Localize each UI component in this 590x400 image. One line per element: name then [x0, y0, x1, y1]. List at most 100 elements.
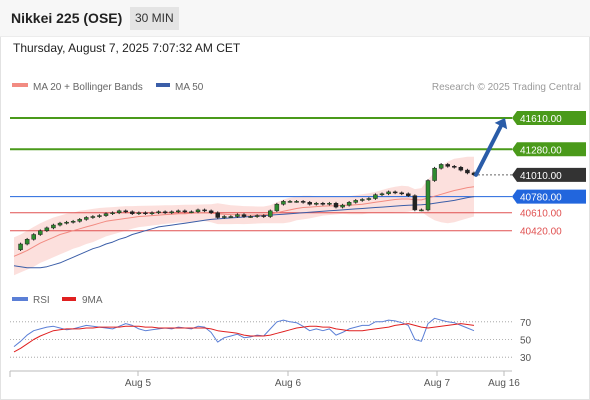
candle-down: [452, 166, 457, 168]
ma9-legend-swatch: [62, 297, 76, 301]
pivot-label: 40780.00: [520, 193, 562, 204]
timestamp: Thursday, August 7, 2025 7:07:32 AM CET: [13, 41, 241, 55]
support-2-label: 40420.00: [520, 227, 562, 238]
rsi-tick-label: 70: [520, 318, 532, 329]
pivot-tag: [512, 189, 586, 204]
candle-down: [143, 212, 148, 214]
candle-up: [419, 209, 424, 212]
candle-down: [320, 203, 326, 205]
candle-up: [373, 194, 378, 199]
current-price-tag: [512, 167, 586, 182]
candle-up: [38, 230, 43, 235]
resistance-1-label: 41280.00: [520, 145, 562, 156]
x-tick-label: Aug 16: [488, 378, 520, 389]
candle-up: [103, 213, 109, 216]
candle-up: [136, 212, 142, 214]
candle-up: [287, 201, 293, 203]
candle-up: [386, 191, 391, 195]
candle-down: [208, 210, 214, 213]
projection: [474, 118, 508, 177]
candle-down: [412, 195, 418, 211]
resistance-2-label: 41610.00: [520, 114, 562, 125]
candle-up: [44, 227, 50, 231]
rsi-tick-label: 50: [520, 336, 532, 347]
instrument-title: Nikkei 225 (OSE): [11, 10, 123, 26]
candle-up: [176, 210, 181, 213]
candle-down: [182, 210, 188, 213]
candle-down: [307, 202, 312, 205]
x-tick-label: Aug 5: [125, 378, 152, 389]
candle-up: [360, 199, 365, 201]
candle-up: [281, 201, 286, 205]
projection-arrow-head: [494, 118, 508, 130]
rsi-legend-swatch: [12, 297, 28, 301]
candle-down: [406, 193, 411, 196]
research-credit: Research © 2025 Trading Central: [432, 82, 581, 93]
candle-up: [97, 215, 102, 217]
candle-up: [438, 164, 444, 169]
candle-up: [77, 219, 82, 222]
candle-down: [445, 164, 450, 167]
candle-up: [156, 211, 161, 214]
candle-down: [202, 209, 207, 212]
candle-up: [90, 216, 96, 218]
candle-up: [110, 212, 115, 214]
key-levels: [10, 117, 512, 232]
ma20-legend-swatch: [12, 83, 28, 87]
candle-up: [353, 200, 358, 203]
candle-up: [432, 167, 437, 181]
candle-up: [235, 214, 240, 217]
candle-up: [24, 239, 30, 245]
candle-down: [465, 169, 470, 174]
candle-up: [169, 211, 174, 214]
candle-up: [222, 216, 227, 218]
resistance-1-tag: [512, 142, 586, 157]
projection-arrow-shaft: [474, 124, 503, 177]
rsi-tick-label: 30: [520, 353, 532, 364]
rsi-panel: 30 50 70: [10, 317, 532, 364]
candle-down: [399, 192, 404, 195]
candle-up: [195, 209, 201, 213]
candle-up: [51, 224, 56, 229]
candle-up: [254, 215, 260, 217]
candle-up: [268, 210, 273, 217]
candle-down: [300, 201, 306, 203]
resistance-2-tag: [512, 111, 586, 125]
candle-down: [123, 210, 128, 213]
candle-up: [116, 210, 122, 213]
candle-up: [294, 201, 299, 203]
candle-up: [346, 202, 352, 206]
candle-up: [57, 222, 63, 226]
candle-up: [274, 203, 280, 212]
candle-up: [340, 204, 345, 208]
timeframe-selector[interactable]: 30 MIN: [130, 7, 179, 30]
candle-up: [18, 243, 23, 250]
candle-up: [425, 180, 431, 211]
ma9-legend-label: 9MA: [82, 295, 103, 306]
chart-header: Nikkei 225 (OSE) 30 MIN: [0, 0, 590, 37]
candlesticks: [18, 163, 477, 252]
candle-up: [327, 203, 332, 205]
rsi-line: [13, 317, 475, 347]
current-price-label: 41010.00: [520, 171, 562, 182]
x-tick-label: Aug 6: [275, 378, 302, 389]
candle-up: [70, 221, 76, 223]
candle-up: [149, 212, 155, 214]
candle-down: [333, 203, 339, 208]
candle-up: [64, 221, 69, 224]
x-axis: Aug 5 Aug 6 Aug 7 Aug 16: [9, 370, 520, 389]
candle-down: [241, 214, 247, 217]
candle-up: [189, 211, 194, 214]
candle-up: [228, 216, 234, 218]
ma20-legend-label: MA 20 + Bollinger Bands: [33, 82, 143, 93]
ma50-legend-label: MA 50: [175, 82, 204, 93]
candle-up: [379, 193, 385, 196]
candle-up: [314, 203, 319, 205]
candle-down: [458, 167, 464, 171]
candle-down: [162, 211, 168, 214]
candle-up: [31, 234, 36, 240]
x-tick-label: Aug 7: [424, 378, 451, 389]
candle-down: [392, 191, 398, 194]
support-1-label: 40610.00: [520, 209, 562, 220]
